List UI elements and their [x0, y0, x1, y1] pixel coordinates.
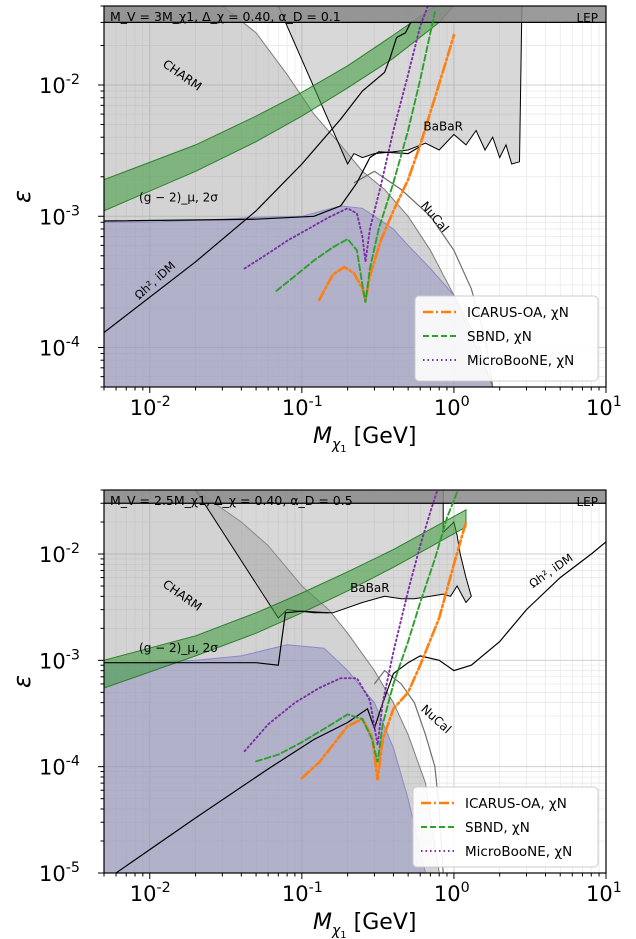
y-tick-label: 10-5: [39, 860, 80, 886]
y-axis-label: ε: [8, 675, 36, 688]
relic-line-upper: [104, 610, 329, 666]
x-tick-label: 100: [434, 880, 470, 906]
y-tick-label: 10-4: [39, 334, 80, 360]
legend-entry: SBND, χN: [465, 820, 530, 836]
legend-entry: ICARUS-OA, χN: [465, 796, 567, 812]
legend: ICARUS-OA, χN SBND, χN MicroBooNE, χN: [414, 295, 599, 382]
x-tick-label: 10-2: [130, 394, 171, 420]
babar-label: BaBaR: [350, 581, 390, 595]
plot-frame: [103, 5, 607, 388]
legend-entry: SBND, χN: [467, 329, 532, 345]
g2-label: (g − 2)_μ, 2σ: [139, 190, 218, 204]
lep-label: LEP: [576, 11, 598, 25]
x-tick-label: 10-1: [282, 394, 323, 420]
y-tick-label: 10-2: [39, 72, 80, 98]
babar-label: BaBaR: [423, 120, 463, 134]
y-tick-label: 10-2: [39, 541, 80, 567]
x-tick-label: 100: [434, 394, 470, 420]
nucal-label: NuCal: [418, 702, 454, 736]
y-axis-label: ε: [8, 190, 36, 203]
series-line-0: [317, 33, 456, 302]
relic-line: [115, 541, 606, 873]
x-tick-label: 10-2: [130, 880, 171, 906]
g2-band: [104, 509, 467, 689]
plot-frame: [103, 489, 607, 874]
banner-text: M_V = 2.5M_χ1, Δ_χ = 0.40, α_D = 0.5: [110, 493, 353, 508]
babar-region: [277, 6, 523, 166]
legend: ICARUS-OA, χN SBND, χN MicroBooNE, χN: [412, 786, 599, 868]
series-line-2: [243, 6, 429, 270]
lep-label: LEP: [576, 495, 598, 509]
relic-line-upper: [104, 145, 421, 222]
x-axis-label: Mχ1 [GeV]: [313, 910, 416, 939]
legend-entry: ICARUS-OA, χN: [467, 305, 569, 321]
series-line-2: [243, 490, 439, 753]
series-line-0: [300, 520, 468, 781]
y-tick-label: 10-3: [39, 203, 80, 229]
x-tick-label: 10-1: [282, 880, 323, 906]
series-line-1: [275, 11, 436, 303]
legend-entry: MicroBooNE, χN: [467, 353, 574, 369]
series-line-1: [255, 490, 460, 763]
lep-region: [104, 6, 606, 23]
y-tick-label: 10-4: [39, 754, 80, 780]
lep-region: [104, 490, 606, 504]
nucal-label: NuCal: [418, 199, 452, 235]
x-tick-label: 101: [586, 394, 622, 420]
g2-band: [104, 6, 455, 212]
x-tick-label: 101: [586, 880, 622, 906]
g2-label: (g − 2)_μ, 2σ: [139, 641, 218, 655]
banner-text: M_V = 3M_χ1, Δ_χ = 0.40, α_D = 0.1: [110, 9, 341, 24]
x-axis-label: Mχ1 [GeV]: [313, 424, 416, 455]
legend-entry: MicroBooNE, χN: [465, 844, 572, 860]
y-tick-label: 10-3: [39, 647, 80, 673]
